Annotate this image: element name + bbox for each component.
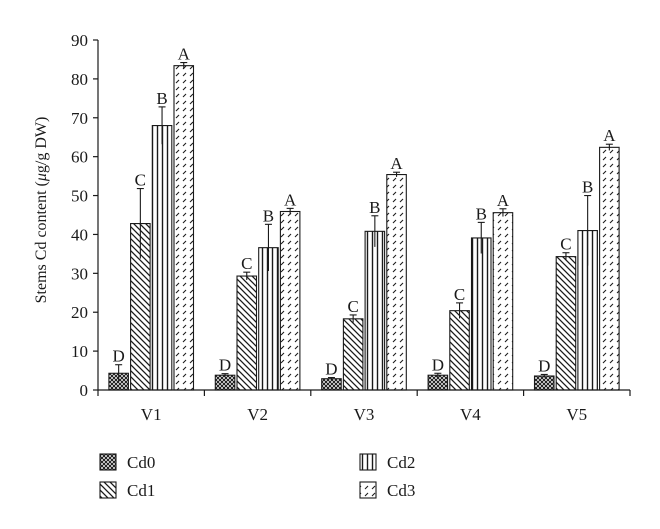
- y-tick-label: 50: [71, 187, 88, 206]
- x-tick-label: V2: [247, 405, 268, 424]
- significance-letter: B: [476, 204, 487, 223]
- significance-letter: A: [178, 45, 191, 64]
- x-tick-label: V4: [460, 405, 481, 424]
- y-tick-label: 40: [71, 225, 88, 244]
- significance-letter: A: [390, 154, 403, 173]
- x-tick-label: V1: [141, 405, 162, 424]
- bar-cd1-v4: [449, 310, 470, 391]
- significance-letter: A: [284, 190, 297, 209]
- y-tick-label: 90: [71, 31, 88, 50]
- significance-letter: D: [325, 360, 337, 379]
- significance-letter: D: [538, 356, 550, 375]
- bar-cd1-v2: [236, 275, 258, 391]
- legend-swatch-cd0: [99, 453, 117, 471]
- bar-cd3-v5: [599, 146, 620, 391]
- legend-swatch-cd3: [359, 481, 377, 499]
- bar-cd2-v4: [470, 237, 492, 391]
- significance-letter: C: [241, 254, 252, 273]
- significance-letter: B: [582, 178, 593, 197]
- bar-cd0-v5: [533, 375, 555, 391]
- bar-cd1-v3: [342, 318, 364, 391]
- significance-letter: A: [603, 126, 616, 145]
- significance-letter: B: [156, 89, 167, 108]
- significance-letter: C: [347, 297, 358, 316]
- significance-letter: D: [219, 356, 231, 375]
- legend-label-cd1: Cd1: [127, 481, 155, 500]
- bar-cd2-v3: [364, 230, 386, 391]
- bar-cd2-v1: [151, 125, 173, 391]
- bar-cd3-v2: [279, 210, 301, 391]
- legend-swatch-cd2: [359, 453, 377, 471]
- y-tick-label: 60: [71, 148, 88, 167]
- bar-cd1-v5: [555, 256, 577, 391]
- significance-letter: C: [560, 235, 571, 254]
- significance-letter: B: [263, 206, 274, 225]
- significance-letter: B: [369, 198, 380, 217]
- bar-cd0-v3: [321, 378, 342, 391]
- significance-letter: A: [497, 191, 510, 210]
- bar-cd0-v2: [214, 374, 236, 391]
- y-tick-label: 30: [71, 264, 88, 283]
- significance-letter: D: [113, 347, 125, 366]
- y-axis-ticks: 0 10 20 30 40 50 60 70 80 90: [71, 31, 98, 400]
- y-tick-label: 70: [71, 109, 88, 128]
- bar-cd3-v1: [173, 65, 195, 391]
- x-axis-ticks: V1 V2 V3 V4 V5: [97, 390, 631, 424]
- legend-label-cd2: Cd2: [387, 453, 415, 472]
- significance-letter: D: [432, 355, 444, 374]
- bar-cd3-v3: [386, 174, 407, 391]
- y-axis-label: Stems Cd content (μg/g DW): [33, 117, 50, 304]
- x-tick-label: V3: [354, 405, 375, 424]
- legend-swatch-cd1: [99, 481, 117, 499]
- y-tick-label: 10: [71, 342, 88, 361]
- y-tick-label: 20: [71, 303, 88, 322]
- bar-cd0-v4: [427, 374, 449, 391]
- legend-label-cd3: Cd3: [387, 481, 415, 500]
- significance-letter: C: [454, 285, 465, 304]
- y-tick-label: 80: [71, 70, 88, 89]
- legend-label-cd0: Cd0: [127, 453, 155, 472]
- x-tick-label: V5: [566, 405, 587, 424]
- significance-letter: C: [135, 171, 146, 190]
- y-tick-label: 0: [80, 381, 89, 400]
- legend: Cd0 Cd1 Cd2 Cd3: [99, 453, 415, 500]
- bar-cd3-v4: [492, 212, 514, 391]
